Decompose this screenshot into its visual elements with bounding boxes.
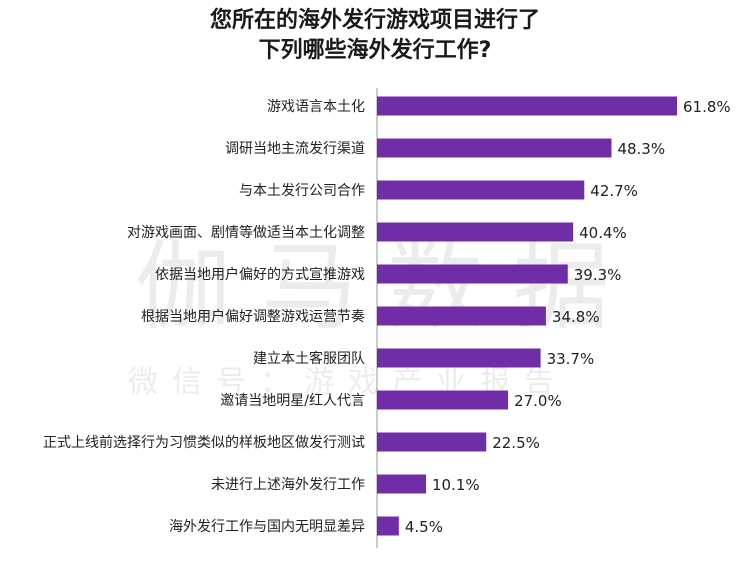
value-label-8: 22.5% xyxy=(492,434,540,452)
category-label-2: 与本土发行公司合作 xyxy=(239,183,365,199)
category-label-10: 海外发行工作与国内无明显差异 xyxy=(169,519,365,535)
bar-7 xyxy=(377,390,509,410)
value-label-6: 33.7% xyxy=(547,350,595,368)
value-label-3: 40.4% xyxy=(579,224,627,242)
bar-10 xyxy=(377,516,399,536)
category-labels: 游戏语言本土化调研当地主流发行渠道与本土发行公司合作对游戏画面、剧情等做适当本土… xyxy=(43,99,365,535)
value-label-9: 10.1% xyxy=(432,476,480,494)
category-label-0: 游戏语言本土化 xyxy=(267,99,365,115)
value-label-1: 48.3% xyxy=(617,140,665,158)
watermark-main: 伽马数据 xyxy=(135,231,639,343)
bar-0 xyxy=(377,96,677,116)
category-label-6: 建立本土客服团队 xyxy=(253,350,365,367)
value-label-10: 4.5% xyxy=(405,518,443,536)
value-label-5: 34.8% xyxy=(552,308,600,326)
bar-4 xyxy=(377,264,568,284)
chart-title: 您所在的海外发行游戏项目进行了 下列哪些海外发行工作? xyxy=(0,6,750,66)
value-labels: 61.8% 48.3% 42.7% 40.4% 39.3% 34.8% 33.7% 27.0%… xyxy=(405,98,731,536)
value-label-7: 27.0% xyxy=(514,392,562,410)
category-label-5: 根据当地用户偏好调整游戏运营节奏 xyxy=(141,308,365,325)
bars-group xyxy=(377,96,677,536)
category-label-7: 邀请当地明星/红人代言 xyxy=(220,393,365,409)
bar-1 xyxy=(377,138,612,158)
category-label-9: 未进行上述海外发行工作 xyxy=(211,477,365,493)
category-label-3: 对游戏画面、剧情等做适当本土化调整 xyxy=(127,224,365,241)
category-label-8: 正式上线前选择行为习惯类似的样板地区做发行测试 xyxy=(43,434,365,451)
bar-6 xyxy=(377,348,541,368)
value-label-4: 39.3% xyxy=(574,266,622,284)
value-label-2: 42.7% xyxy=(590,182,638,200)
value-label-0: 61.8% xyxy=(683,98,731,116)
category-label-1: 调研当地主流发行渠道 xyxy=(225,141,365,157)
bar-5 xyxy=(377,306,546,326)
bar-9 xyxy=(377,474,427,494)
bar-2 xyxy=(377,180,585,200)
bar-3 xyxy=(377,222,574,242)
chart-title-line-2: 下列哪些海外发行工作? xyxy=(258,38,492,63)
chart-title-line-1: 您所在的海外发行游戏项目进行了 xyxy=(209,8,540,33)
category-label-4: 依据当地用户偏好的方式宣推游戏 xyxy=(155,266,365,283)
bar-8 xyxy=(377,432,487,452)
